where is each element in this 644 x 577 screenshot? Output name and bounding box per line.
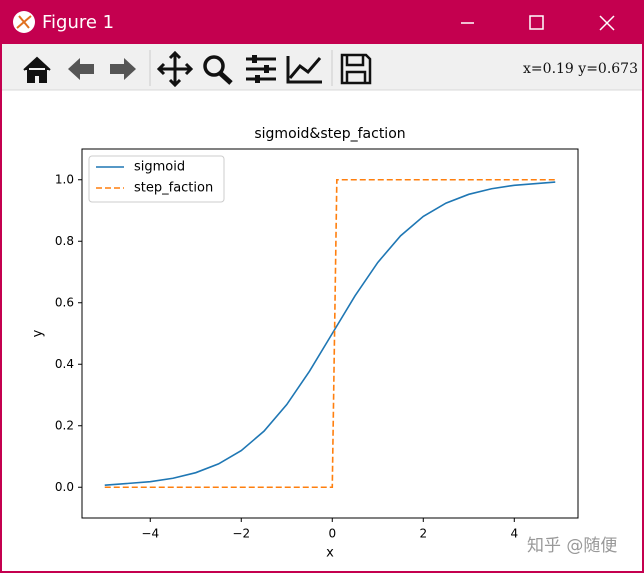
zoom-button[interactable] — [203, 55, 225, 77]
configure-button[interactable] — [246, 57, 276, 81]
back-button[interactable] — [68, 58, 94, 80]
cursor-coordinates: x=0.19 y=0.673 — [523, 61, 638, 77]
x-tick-label: 4 — [510, 527, 518, 541]
forward-button[interactable] — [110, 58, 136, 80]
figure-canvas — [2, 44, 642, 571]
y-tick-label: 0.0 — [55, 480, 74, 494]
save-button[interactable] — [340, 53, 372, 85]
y-tick-label: 0.8 — [55, 234, 74, 248]
axes-frame — [81, 148, 579, 519]
chart-title: sigmoid&step_faction — [254, 126, 405, 142]
x-tick-label: −4 — [141, 527, 159, 541]
y-tick-label: 0.4 — [55, 357, 74, 371]
series-line — [104, 178, 556, 489]
maximize-button[interactable] — [529, 15, 544, 30]
x-tick-label: 0 — [328, 527, 336, 541]
x-axis-label: x — [326, 546, 334, 561]
legend-label: sigmoid — [134, 160, 185, 175]
home-button[interactable] — [23, 56, 51, 83]
x-tick-label: 2 — [419, 527, 427, 541]
window-title: Figure 1 — [42, 12, 114, 33]
plot: sigmoid&step_faction −4 −2 0 2 4 0.0 0.2 0.4 0.6 0… — [31, 126, 579, 561]
close-button[interactable] — [599, 15, 615, 31]
x-tick-label: −2 — [232, 527, 250, 541]
watermark: 知乎 @随便 — [527, 536, 617, 556]
legend-label: step_faction — [134, 181, 213, 196]
y-tick-label: 0.6 — [55, 295, 74, 309]
y-tick-label: 0.2 — [55, 418, 74, 432]
slider-knob — [255, 75, 260, 83]
y-tick-label: 1.0 — [55, 172, 74, 186]
app-icon-mark — [16, 15, 32, 29]
slider-knob — [264, 65, 269, 73]
y-axis-label: y — [31, 329, 46, 337]
slider-knob — [252, 55, 257, 63]
zoom-handle — [218, 71, 233, 85]
series-line — [104, 181, 556, 486]
pan-button[interactable] — [156, 50, 194, 88]
edit-axis-button[interactable] — [286, 56, 322, 84]
